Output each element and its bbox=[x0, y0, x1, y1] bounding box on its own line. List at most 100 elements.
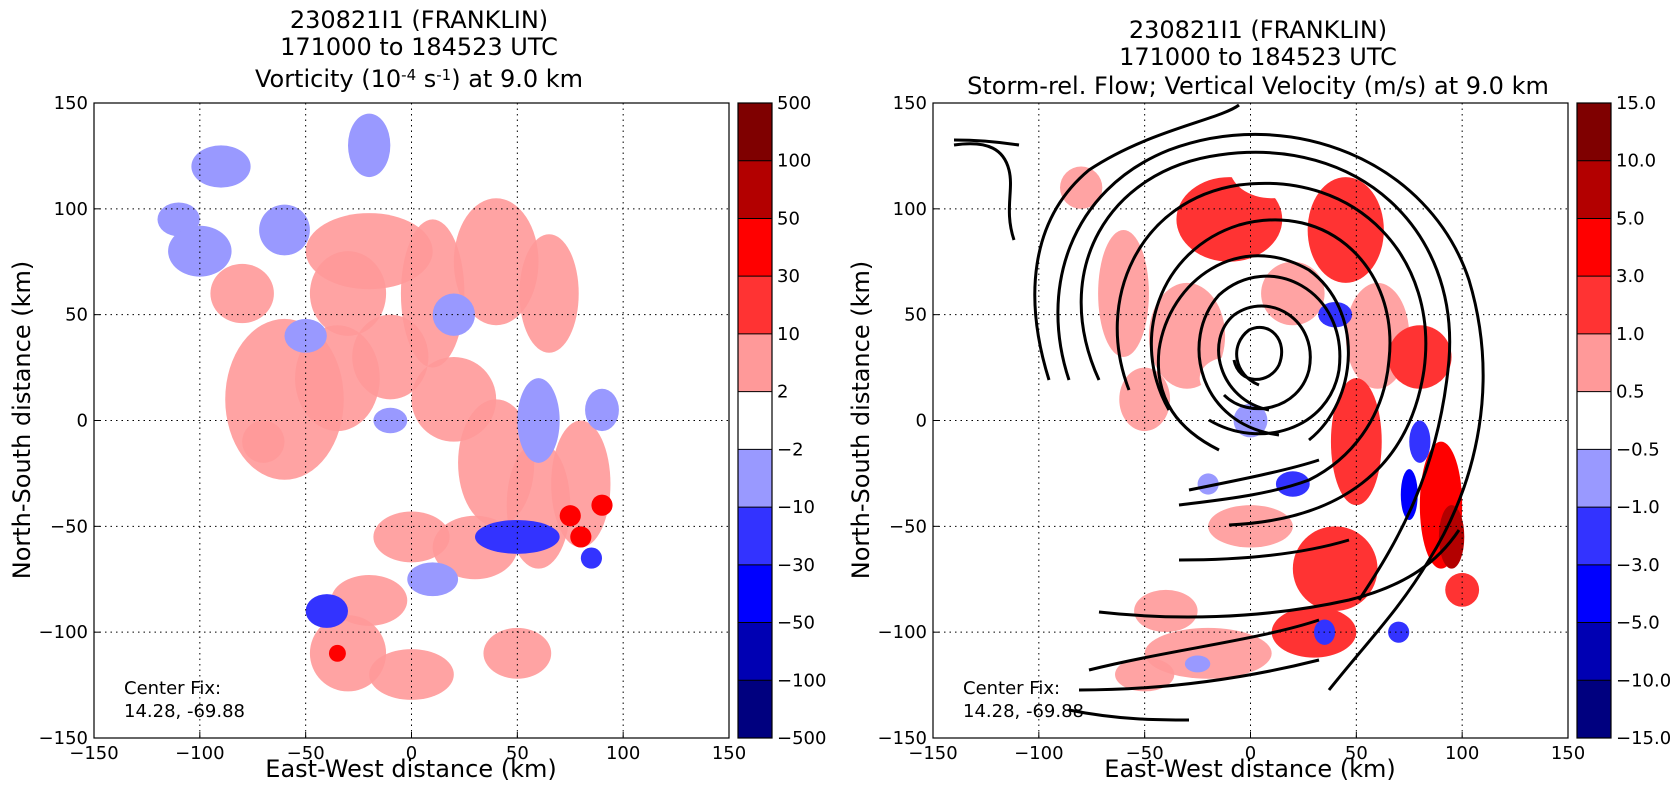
x-tick-label: 100 bbox=[1445, 743, 1479, 764]
field-contour bbox=[1115, 657, 1175, 692]
y-tick-label: 0 bbox=[77, 411, 88, 432]
field-contour bbox=[1148, 282, 1226, 389]
streamline bbox=[1149, 218, 1392, 507]
field-contour bbox=[1388, 325, 1452, 389]
field-contour bbox=[373, 407, 408, 434]
field-contour bbox=[1271, 361, 1314, 396]
field-contour bbox=[1229, 134, 1314, 199]
field-contour bbox=[559, 505, 581, 527]
field-contour bbox=[1400, 469, 1418, 520]
colorbar-band bbox=[1577, 103, 1611, 161]
colorbar-band bbox=[1577, 276, 1611, 334]
colorbar-band bbox=[1577, 564, 1611, 623]
field-contour bbox=[1409, 420, 1431, 463]
field-contour bbox=[1208, 505, 1293, 548]
field-contour bbox=[284, 318, 327, 353]
streamline bbox=[1197, 274, 1342, 437]
field-contour bbox=[1388, 621, 1410, 643]
colorbar-label: 2 bbox=[777, 382, 788, 403]
x-tick-label: 50 bbox=[506, 743, 529, 764]
field-contour bbox=[1199, 357, 1259, 400]
field-contour bbox=[1060, 166, 1103, 209]
vorticity-chart: Center Fix: 14.28, -69.88 −150 −100 −50 0 50… bbox=[8, 93, 826, 783]
streamline bbox=[1033, 103, 1240, 381]
x-axis-label: East-West distance (km) bbox=[265, 755, 556, 783]
colorbar-label: −500 bbox=[777, 728, 826, 749]
vertical-velocity-chart: Center Fix: 14.28, -69.88 −150 −100 −50 0 50… bbox=[847, 93, 1671, 783]
colorbar-band bbox=[1577, 391, 1611, 450]
x-tick-label: 0 bbox=[1245, 743, 1256, 764]
field-contour bbox=[191, 145, 251, 188]
field-contour bbox=[210, 263, 274, 324]
field-contour bbox=[1134, 589, 1198, 633]
field-contour bbox=[1233, 403, 1268, 438]
colorbar-band bbox=[1577, 333, 1611, 392]
field-contour bbox=[517, 378, 560, 463]
chart-title-line3: Vorticity (10-4 s-1) at 9.0 km bbox=[0, 66, 838, 92]
colorbar-band bbox=[738, 218, 772, 277]
center-fix-label: Center Fix: bbox=[963, 678, 1060, 699]
colorbar-label: −2 bbox=[777, 439, 804, 460]
colorbar-band bbox=[738, 391, 772, 450]
grid-lines bbox=[933, 103, 1568, 738]
x-tick-label: 0 bbox=[406, 743, 417, 764]
colorbar-label: 0.5 bbox=[1616, 382, 1645, 403]
field-contour bbox=[474, 519, 560, 554]
field-contour bbox=[1438, 505, 1465, 569]
field-contour bbox=[242, 420, 285, 463]
field-contour bbox=[309, 615, 387, 692]
vertical-velocity-panel: 230821I1 (FRANKLIN) 171000 to 184523 UTC… bbox=[839, 0, 1677, 797]
colorbar-label: 5.0 bbox=[1616, 208, 1645, 229]
colorbar-band bbox=[738, 333, 772, 392]
x-tick-label: −150 bbox=[69, 743, 118, 764]
field-contour bbox=[432, 293, 476, 336]
x-tick-label: 150 bbox=[1551, 743, 1585, 764]
streamline bbox=[1078, 658, 1320, 692]
colorbar-label: 10.0 bbox=[1616, 151, 1656, 172]
colorbar-band bbox=[1577, 449, 1611, 508]
streamline bbox=[1178, 538, 1350, 562]
colorbar-band bbox=[1577, 160, 1611, 219]
x-tick-label: −150 bbox=[908, 743, 957, 764]
colorbar-label: 15.0 bbox=[1616, 93, 1656, 114]
y-tick-label: −50 bbox=[889, 516, 927, 537]
field-contour bbox=[373, 511, 450, 563]
field-contour bbox=[1098, 230, 1149, 357]
colorbar: −15.0 −10.0 −5.0 −3.0 −1.0 −0.5 0.5 1.0 3.0 5.0 10… bbox=[1576, 93, 1671, 749]
y-tick-label: −150 bbox=[878, 728, 927, 749]
colorbar-band bbox=[1577, 680, 1611, 738]
field-contour bbox=[580, 547, 603, 569]
field-contour bbox=[1043, 382, 1077, 417]
x-axis-label: East-West distance (km) bbox=[1104, 755, 1395, 783]
field-contour bbox=[1292, 526, 1378, 612]
colorbar-label: 10 bbox=[777, 324, 800, 345]
title-text-part: ) at 9.0 km bbox=[451, 65, 584, 93]
colorbar-label: −1.0 bbox=[1616, 497, 1660, 518]
center-fix-label: Center Fix: bbox=[124, 678, 221, 699]
field-contour bbox=[331, 575, 408, 626]
title-superscript: -1 bbox=[436, 66, 452, 84]
x-tick-label: 100 bbox=[606, 743, 640, 764]
plot-area: Center Fix: 14.28, -69.88 bbox=[93, 102, 730, 739]
y-tick-label: 0 bbox=[916, 411, 927, 432]
colorbar-label: −30 bbox=[777, 555, 815, 576]
field-contour bbox=[1184, 655, 1211, 673]
field-contour bbox=[1307, 177, 1384, 283]
y-tick-label: −150 bbox=[39, 728, 88, 749]
x-tick-label: −100 bbox=[175, 743, 224, 764]
streamline bbox=[1156, 254, 1350, 452]
colorbar-frame bbox=[737, 102, 773, 739]
grid-lines bbox=[94, 103, 729, 738]
plot-area: Center Fix: 14.28, -69.88 bbox=[932, 102, 1569, 739]
colorbar-label: −100 bbox=[777, 670, 826, 691]
field-contour bbox=[309, 251, 387, 336]
streamline bbox=[1079, 150, 1452, 601]
streamline bbox=[1088, 618, 1320, 672]
colorbar-label: 100 bbox=[777, 151, 811, 172]
colorbar-band bbox=[1577, 218, 1611, 277]
y-tick-label: 150 bbox=[54, 93, 88, 114]
colorbar-band bbox=[738, 103, 772, 161]
field-contour bbox=[328, 644, 346, 662]
chart-title-line1: 230821I1 (FRANKLIN) bbox=[1128, 16, 1388, 44]
title-text-part: s bbox=[416, 65, 437, 93]
